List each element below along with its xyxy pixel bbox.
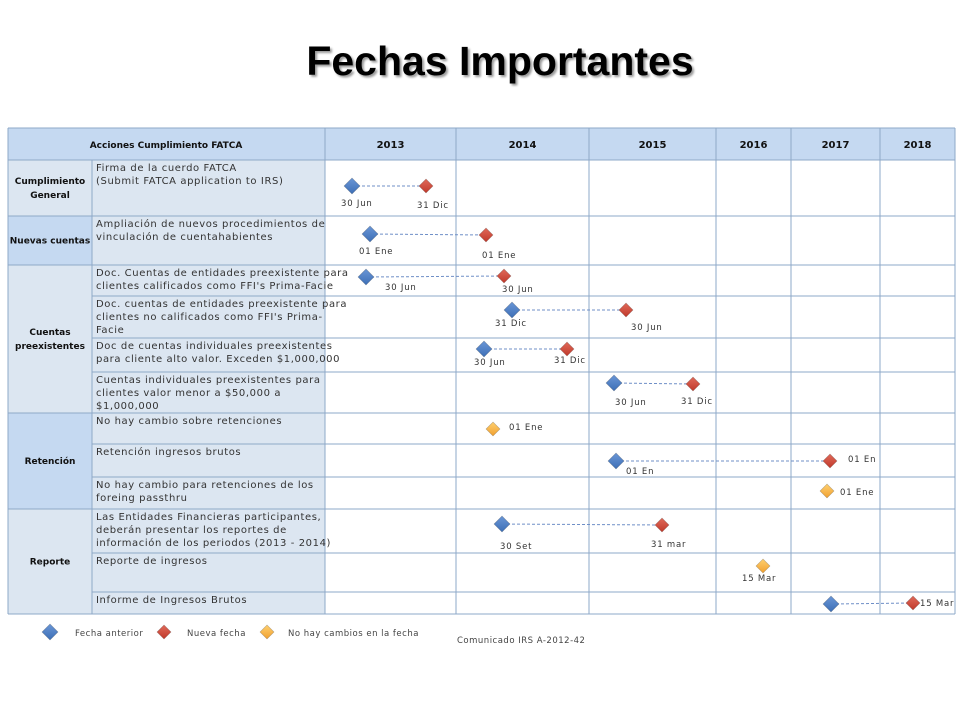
date-label: 30 Jun bbox=[502, 285, 534, 295]
action-label: (Submit FATCA application to IRS) bbox=[96, 176, 283, 187]
date-label: 01 Ene bbox=[840, 488, 874, 498]
date-marker-anterior bbox=[503, 301, 521, 319]
action-label: No hay cambio para retenciones de los bbox=[96, 480, 314, 491]
action-label: Ampliación de nuevos procedimientos de bbox=[96, 218, 325, 230]
date-label: 01 Ene bbox=[509, 423, 543, 433]
year-header-2014: 2014 bbox=[509, 140, 537, 151]
action-label: Doc. cuentas de entidades preexistente p… bbox=[96, 299, 347, 310]
action-label: Reporte de ingresos bbox=[96, 556, 208, 567]
date-marker-nueva bbox=[685, 376, 701, 392]
group-band-bg bbox=[8, 216, 92, 265]
date-label: 01 Ene bbox=[482, 251, 516, 261]
date-label: 01 En bbox=[848, 455, 876, 465]
actions-header: Acciones Cumplimiento FATCA bbox=[90, 141, 243, 151]
action-label: información de los periodos (2013 - 2014… bbox=[96, 537, 331, 549]
date-marker-nueva bbox=[559, 341, 575, 357]
year-header-2013: 2013 bbox=[377, 140, 405, 151]
action-label: $1,000,000 bbox=[96, 401, 159, 412]
timeline-connector bbox=[830, 602, 914, 605]
date-marker-nueva bbox=[905, 595, 921, 611]
year-header-2016: 2016 bbox=[740, 140, 768, 151]
page-title: Fechas Importantes bbox=[306, 38, 694, 84]
date-marker-nueva bbox=[418, 178, 434, 194]
group-label: Nuevas cuentas bbox=[10, 237, 90, 247]
action-label: Cuentas individuales preexistentes para bbox=[96, 375, 321, 386]
date-marker-anterior bbox=[361, 225, 379, 243]
header-bg bbox=[8, 128, 955, 160]
date-label: 01 En bbox=[626, 467, 654, 477]
date-label: 31 Dic bbox=[554, 356, 586, 366]
date-marker-anterior bbox=[822, 595, 840, 613]
action-label: foreing passthru bbox=[96, 493, 188, 504]
year-header-2018: 2018 bbox=[904, 140, 932, 151]
year-header-2015: 2015 bbox=[639, 140, 667, 151]
group-label: General bbox=[30, 191, 70, 201]
date-label: 01 Ene bbox=[359, 247, 393, 257]
action-label: Firma de la cuerdo FATCA bbox=[96, 163, 237, 174]
timeline-connector bbox=[369, 233, 487, 236]
date-label: 30 Jun bbox=[341, 199, 373, 209]
date-label: 15 Mar bbox=[920, 599, 954, 609]
timeline-connector bbox=[501, 523, 663, 526]
date-marker-nueva bbox=[822, 453, 838, 469]
date-label: 31 Dic bbox=[681, 397, 713, 407]
date-marker-nueva bbox=[478, 227, 494, 243]
date-marker-nueva bbox=[496, 268, 512, 284]
year-header-2017: 2017 bbox=[822, 140, 850, 151]
legend-label-anterior: Fecha anterior bbox=[75, 629, 143, 639]
action-label: Doc de cuentas individuales preexistente… bbox=[96, 341, 333, 352]
date-label: 30 Jun bbox=[385, 283, 417, 293]
date-label: 31 Dic bbox=[495, 319, 527, 329]
date-marker-nueva bbox=[618, 302, 634, 318]
timeline-connector bbox=[613, 382, 694, 385]
legend-marker-sin_cambio bbox=[259, 624, 275, 640]
group-band-bg bbox=[8, 413, 92, 509]
date-marker-anterior bbox=[607, 452, 625, 470]
date-marker-anterior bbox=[357, 268, 375, 286]
action-label: clientes calificados como FFI's Prima-Fa… bbox=[96, 281, 334, 292]
date-label: 30 Jun bbox=[631, 323, 663, 333]
group-label: preexistentes bbox=[15, 342, 85, 352]
group-label: Retención bbox=[25, 456, 76, 467]
legend-marker-nueva bbox=[156, 624, 172, 640]
date-label: 31 mar bbox=[651, 540, 686, 550]
date-label: 31 Dic bbox=[417, 201, 449, 211]
group-label: Cuentas bbox=[29, 328, 70, 338]
date-label: 30 Jun bbox=[615, 398, 647, 408]
action-label: vinculación de cuentahabientes bbox=[96, 231, 273, 243]
legend-label-sin_cambio: No hay cambios en la fecha bbox=[288, 629, 419, 639]
action-label: Facie bbox=[96, 325, 124, 336]
action-label: Doc. Cuentas de entidades preexistente p… bbox=[96, 268, 349, 279]
date-marker-sin_cambio bbox=[819, 483, 835, 499]
date-marker-anterior bbox=[605, 374, 623, 392]
action-label: deberán presentar los reportes de bbox=[96, 524, 287, 536]
action-label: clientes no calificados como FFI's Prima… bbox=[96, 312, 323, 323]
action-label: clientes valor menor a $50,000 a bbox=[96, 388, 281, 399]
action-label: Retención ingresos brutos bbox=[96, 446, 241, 458]
date-marker-sin_cambio bbox=[755, 558, 771, 574]
legend-label-nueva: Nueva fecha bbox=[187, 629, 246, 639]
date-marker-sin_cambio bbox=[485, 421, 501, 437]
action-label: No hay cambio sobre retenciones bbox=[96, 416, 282, 427]
date-marker-anterior bbox=[493, 515, 511, 533]
action-label: Informe de Ingresos Brutos bbox=[96, 595, 247, 606]
group-label: Reporte bbox=[30, 558, 71, 568]
date-label: 30 Jun bbox=[474, 358, 506, 368]
action-label: Las Entidades Financieras participantes, bbox=[96, 512, 321, 523]
date-marker-nueva bbox=[654, 517, 670, 533]
timeline-connector bbox=[365, 275, 505, 278]
source-note: Comunicado IRS A-2012-42 bbox=[457, 636, 585, 646]
group-label: Cumplimiento bbox=[15, 177, 85, 187]
legend-marker-anterior bbox=[41, 623, 59, 641]
date-label: 15 Mar bbox=[742, 574, 776, 584]
date-marker-anterior bbox=[343, 177, 361, 195]
action-label: para cliente alto valor. Exceden $1,000,… bbox=[96, 354, 340, 365]
date-label: 30 Set bbox=[500, 542, 532, 552]
date-marker-anterior bbox=[475, 340, 493, 358]
